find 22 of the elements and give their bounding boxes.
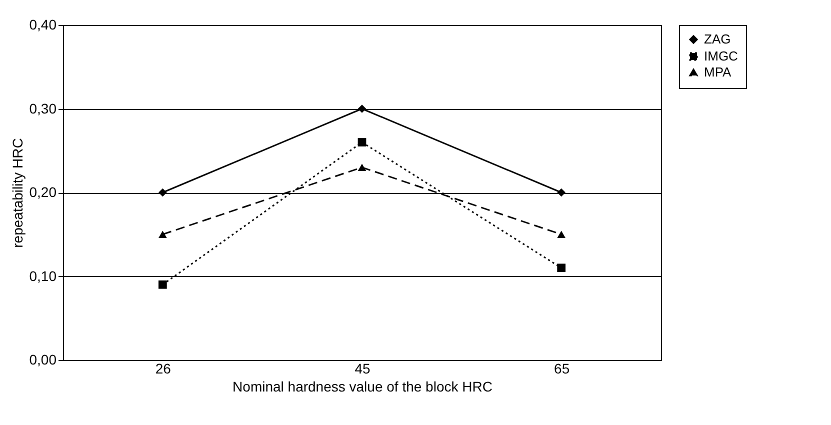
x-axis-title: Nominal hardness value of the block HRC	[232, 378, 492, 394]
point	[158, 188, 167, 197]
point	[158, 230, 167, 238]
point	[158, 280, 167, 289]
y-tick-label: 0,40	[29, 16, 57, 32]
y-tick-label: 0,00	[29, 352, 57, 368]
y-tick-label: 0,20	[29, 184, 57, 200]
x-tick-label: 65	[554, 360, 570, 376]
point	[557, 230, 566, 238]
point	[358, 104, 366, 113]
y-axis-title: repeatability HRC	[9, 138, 26, 248]
legend-label: IMGC	[704, 48, 738, 64]
y-tick-label: 0,10	[29, 268, 57, 284]
legend-label: ZAG	[704, 32, 731, 46]
point	[557, 264, 566, 272]
point	[557, 188, 566, 197]
y-tick-label: 0,30	[29, 100, 57, 116]
x-tick-label: 45	[354, 360, 370, 376]
point	[358, 164, 366, 171]
x-tick-label: 26	[155, 360, 172, 376]
point	[358, 138, 366, 146]
legend-label: MPA	[704, 64, 732, 80]
